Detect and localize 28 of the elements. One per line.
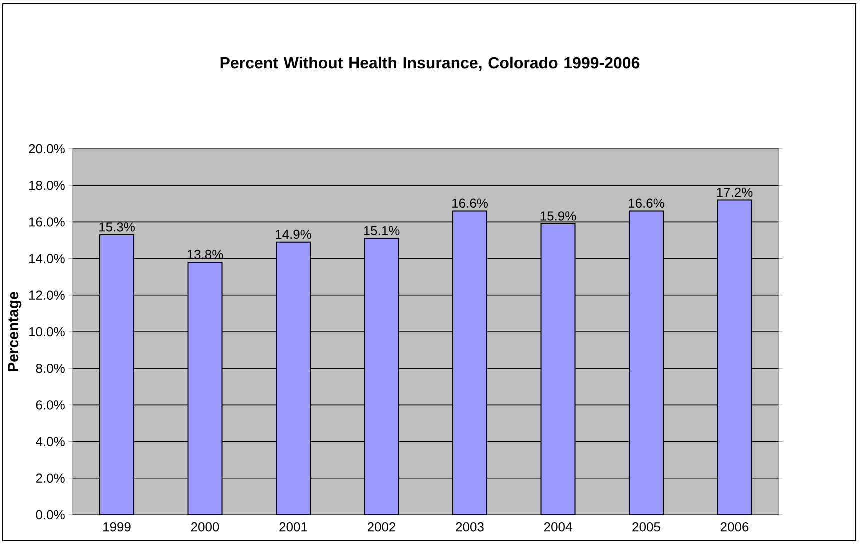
data-label: 16.6% — [452, 198, 488, 208]
y-tick-label: 18.0% — [29, 180, 65, 190]
y-tick-label: 16.0% — [29, 218, 65, 227]
y-tick-label: 6.0% — [36, 400, 65, 410]
data-label: 17.2% — [717, 188, 753, 198]
y-axis-title: Percentage — [8, 292, 22, 372]
data-label: 15.1% — [364, 226, 400, 236]
x-tick-label: 2002 — [368, 522, 396, 532]
data-label: 15.9% — [540, 212, 576, 221]
x-tick-label: 2000 — [191, 522, 220, 532]
y-tick-label: 12.0% — [29, 290, 65, 300]
y-tick-label: 4.0% — [36, 437, 65, 446]
x-tick-label: 2004 — [544, 522, 572, 532]
x-tick-label: 2005 — [632, 522, 660, 532]
x-tick-label: 1999 — [104, 522, 131, 532]
x-tick-label: 2001 — [280, 522, 308, 532]
chart-title: Percent Without Health Insurance, Colorado 1999-2006 — [220, 56, 640, 72]
y-tick-label: 10.0% — [29, 327, 65, 337]
y-tick-label: 20.0% — [29, 144, 65, 154]
data-label: 15.3% — [100, 222, 135, 232]
y-tick-label: 14.0% — [29, 254, 65, 264]
x-tick-label: 2006 — [720, 522, 749, 532]
y-tick-label: 8.0% — [36, 364, 65, 374]
x-tick-label: 2003 — [456, 522, 484, 532]
y-tick-label: 0.0% — [36, 510, 65, 520]
y-tick-label: 2.0% — [36, 474, 65, 483]
data-label: 14.9% — [276, 230, 312, 240]
data-label: 16.6% — [629, 198, 664, 208]
